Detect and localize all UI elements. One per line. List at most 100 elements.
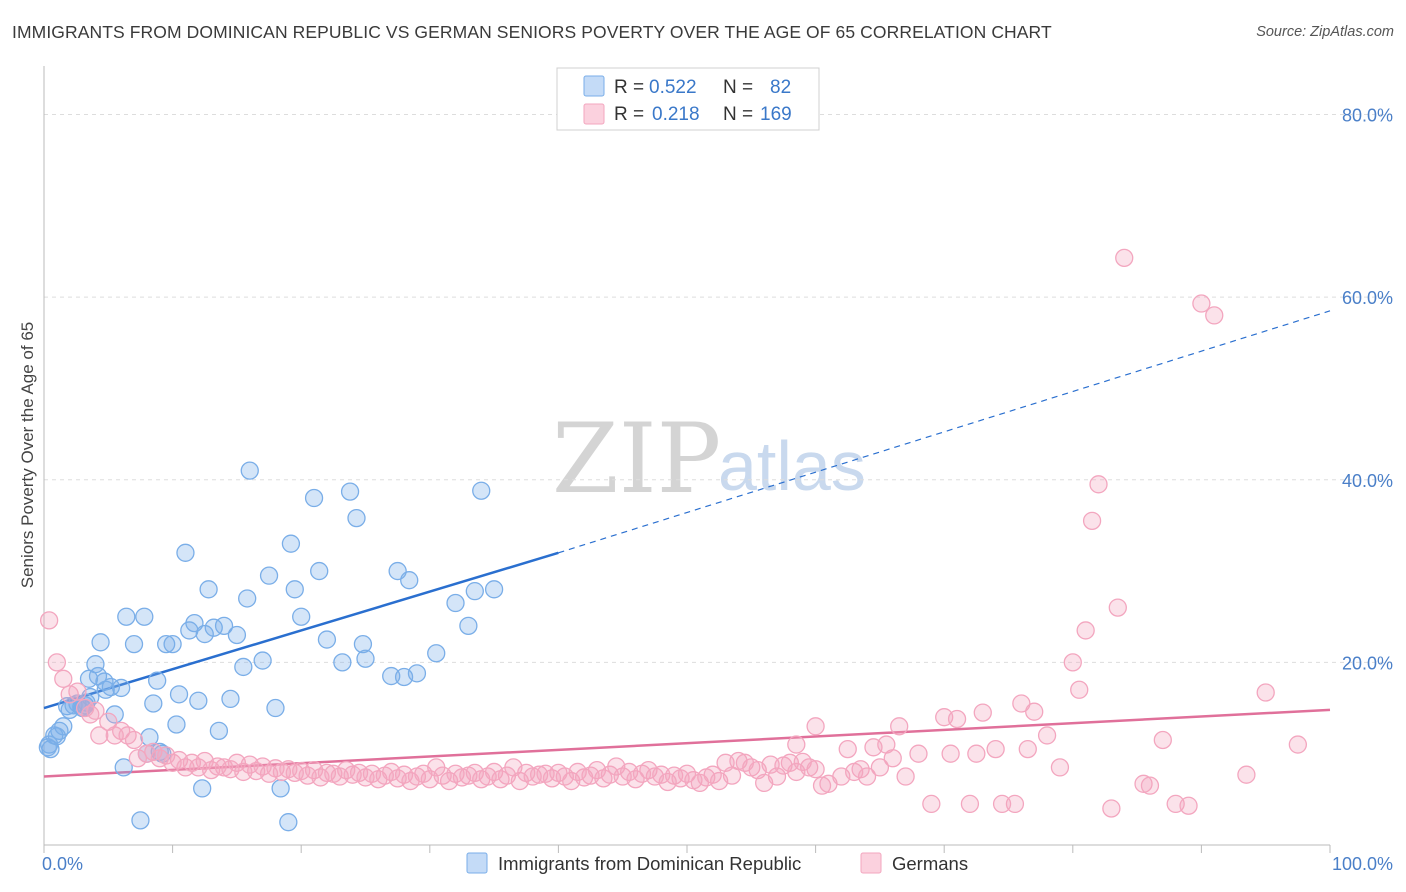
point-dominican <box>240 461 259 480</box>
point-german <box>1108 598 1127 617</box>
x-tick-label: 100.0% <box>1332 854 1393 874</box>
point-german <box>806 760 825 779</box>
point-dominican <box>465 582 484 601</box>
point-dominican <box>259 566 279 585</box>
point-dominican <box>333 653 352 672</box>
point-german <box>86 701 105 720</box>
point-dominican <box>144 694 163 713</box>
point-dominican <box>112 678 131 698</box>
point-dominican <box>234 657 253 677</box>
point-dominican <box>193 779 212 798</box>
point-german <box>1288 735 1307 754</box>
point-german <box>922 794 941 814</box>
point-german <box>90 726 109 745</box>
point-dominican <box>96 680 115 699</box>
point-dominican <box>163 634 182 654</box>
point-german <box>1018 739 1037 759</box>
point-dominican <box>317 630 337 649</box>
point-german <box>54 669 73 688</box>
point-german <box>1037 726 1057 745</box>
point-dominican <box>227 625 247 645</box>
point-dominican <box>176 543 195 562</box>
point-dominican <box>427 644 446 663</box>
tick-labels: 20.0% 40.0% 60.0% 80.0% 0.0% 100.0% <box>42 106 1393 874</box>
point-dominican <box>353 634 373 654</box>
point-dominican <box>285 580 304 599</box>
bottom-legend-swatch-blue <box>466 852 488 874</box>
point-german <box>967 744 986 763</box>
point-german <box>883 749 902 768</box>
series-legend: Immigrants from Dominican Republic Germa… <box>466 852 968 874</box>
point-german <box>1153 730 1172 750</box>
point-german <box>234 762 253 782</box>
point-german <box>1237 765 1256 784</box>
point-german <box>1050 758 1070 777</box>
point-dominican <box>382 666 401 686</box>
legend-r-label-2: R = <box>614 104 644 125</box>
point-german <box>986 739 1005 759</box>
point-german <box>1076 621 1095 640</box>
point-dominican <box>304 488 324 508</box>
legend-swatch-pink <box>583 103 605 125</box>
point-german <box>838 739 857 759</box>
point-german <box>1256 683 1275 702</box>
point-dominican <box>214 616 234 636</box>
watermark: ZIP atlas <box>552 403 866 515</box>
bottom-legend-label-1: Immigrants from Dominican Republic <box>498 853 801 874</box>
point-german <box>68 682 87 701</box>
point-dominican <box>459 616 478 636</box>
point-german <box>896 767 915 786</box>
legend-n-label-2: N = <box>723 104 753 125</box>
point-dominican <box>135 607 154 626</box>
point-dominican <box>347 508 366 528</box>
legend-n-label-1: N = <box>723 77 753 98</box>
source-label: Source: ZipAtlas.com <box>1256 24 1394 40</box>
point-german <box>1102 799 1121 818</box>
point-dominican <box>195 624 214 644</box>
point-german <box>1025 702 1044 721</box>
y-axis-label: Seniors Poverty Over the Age of 65 <box>18 322 37 588</box>
point-german <box>47 653 67 672</box>
point-dominican <box>157 634 176 654</box>
point-german <box>767 767 787 786</box>
stats-legend: R = 0.522 N = 82 R = 0.218 N = 169 <box>556 67 820 131</box>
point-german <box>947 709 967 729</box>
point-dominican <box>472 481 491 500</box>
point-german <box>812 776 832 795</box>
point-dominican <box>131 811 150 830</box>
point-german <box>780 753 800 772</box>
point-german <box>1115 248 1134 268</box>
trend-lines <box>43 310 1331 778</box>
point-dominican <box>169 685 189 704</box>
point-german <box>1082 511 1102 531</box>
point-german <box>960 794 980 814</box>
bottom-legend-swatch-pink <box>860 852 882 874</box>
point-dominican <box>105 705 124 724</box>
point-german <box>890 717 909 736</box>
point-german <box>857 767 877 786</box>
point-german <box>1134 774 1153 793</box>
legend-r-value-1: 0.522 <box>649 77 697 98</box>
legend-n-value-1: 82 <box>770 77 791 98</box>
point-dominican <box>54 717 73 736</box>
point-dominican <box>292 607 311 626</box>
point-dominican <box>340 482 360 501</box>
point-german <box>806 717 825 736</box>
legend-n-value-2: 169 <box>760 104 792 125</box>
legend-r-label-1: R = <box>614 77 644 98</box>
point-german <box>787 735 806 754</box>
point-german <box>128 749 148 768</box>
watermark-zip: ZIP <box>552 403 721 515</box>
point-dominican <box>86 655 105 674</box>
point-german <box>1179 796 1198 815</box>
point-dominican <box>117 607 136 626</box>
point-dominican <box>91 633 110 652</box>
point-german <box>39 611 59 630</box>
point-dominican <box>221 689 240 709</box>
point-dominican <box>199 580 218 599</box>
legend-r-value-2: 0.218 <box>652 104 700 125</box>
point-german <box>851 760 870 779</box>
point-dominican <box>238 589 257 608</box>
point-dominican <box>271 779 290 798</box>
